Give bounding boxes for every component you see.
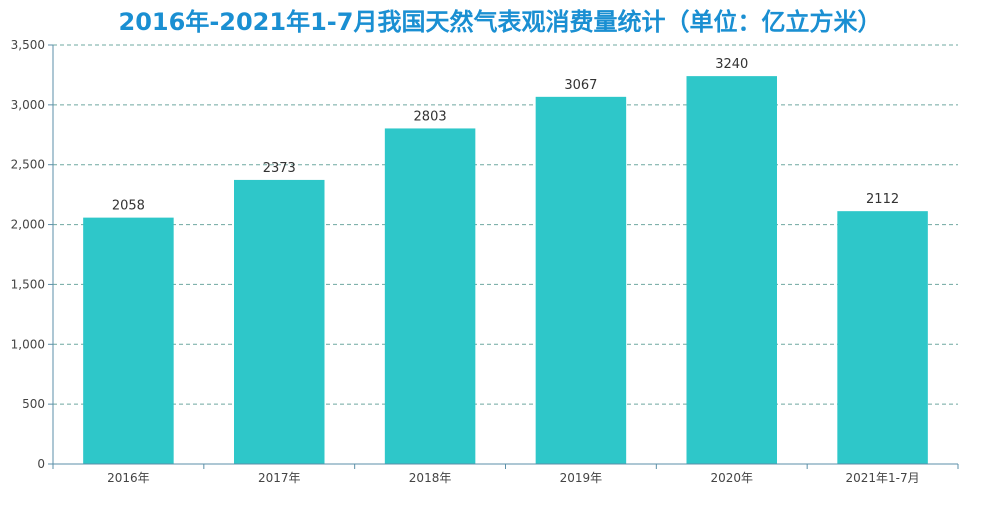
bar bbox=[686, 76, 777, 464]
x-tick-label: 2018年 bbox=[409, 471, 452, 485]
x-tick-label: 2017年 bbox=[258, 471, 301, 485]
bar bbox=[234, 179, 325, 464]
x-tick-label: 2016年 bbox=[107, 471, 150, 485]
data-label: 2803 bbox=[414, 109, 447, 124]
data-label: 3240 bbox=[715, 57, 748, 72]
x-axis: 2016年 2017年 2018年 2019年 2020年 2021年1-7月 bbox=[52, 463, 959, 485]
y-axis: 0 500 1,000 1,500 2,000 2,500 3,000 3,500 bbox=[11, 38, 54, 471]
y-tick-label: 0 bbox=[37, 457, 45, 471]
data-label: 2373 bbox=[263, 161, 296, 176]
bars: 2058 2373 2803 3067 3240 2112 bbox=[83, 57, 928, 464]
bar bbox=[83, 217, 174, 464]
chart-title: 2016年-2021年1-7月我国天然气表观消费量统计（单位：亿立方米） bbox=[118, 8, 882, 36]
data-label: 3067 bbox=[564, 78, 597, 93]
y-tick-label: 3,000 bbox=[11, 98, 45, 112]
x-tick-label: 2021年1-7月 bbox=[846, 471, 920, 485]
y-tick-label: 1,000 bbox=[11, 337, 45, 351]
bar bbox=[384, 128, 476, 464]
y-tick-label: 500 bbox=[22, 397, 45, 411]
data-label: 2058 bbox=[112, 199, 145, 214]
x-tick-label: 2019年 bbox=[560, 471, 603, 485]
y-tick-label: 2,000 bbox=[11, 218, 45, 232]
bar bbox=[535, 96, 627, 464]
data-label: 2112 bbox=[866, 192, 899, 207]
bar bbox=[837, 211, 928, 464]
x-tick-label: 2020年 bbox=[710, 471, 753, 485]
y-tick-label: 1,500 bbox=[11, 277, 45, 291]
y-tick-label: 3,500 bbox=[11, 38, 45, 52]
grid-lines bbox=[53, 44, 958, 405]
y-tick-label: 2,500 bbox=[11, 158, 45, 172]
